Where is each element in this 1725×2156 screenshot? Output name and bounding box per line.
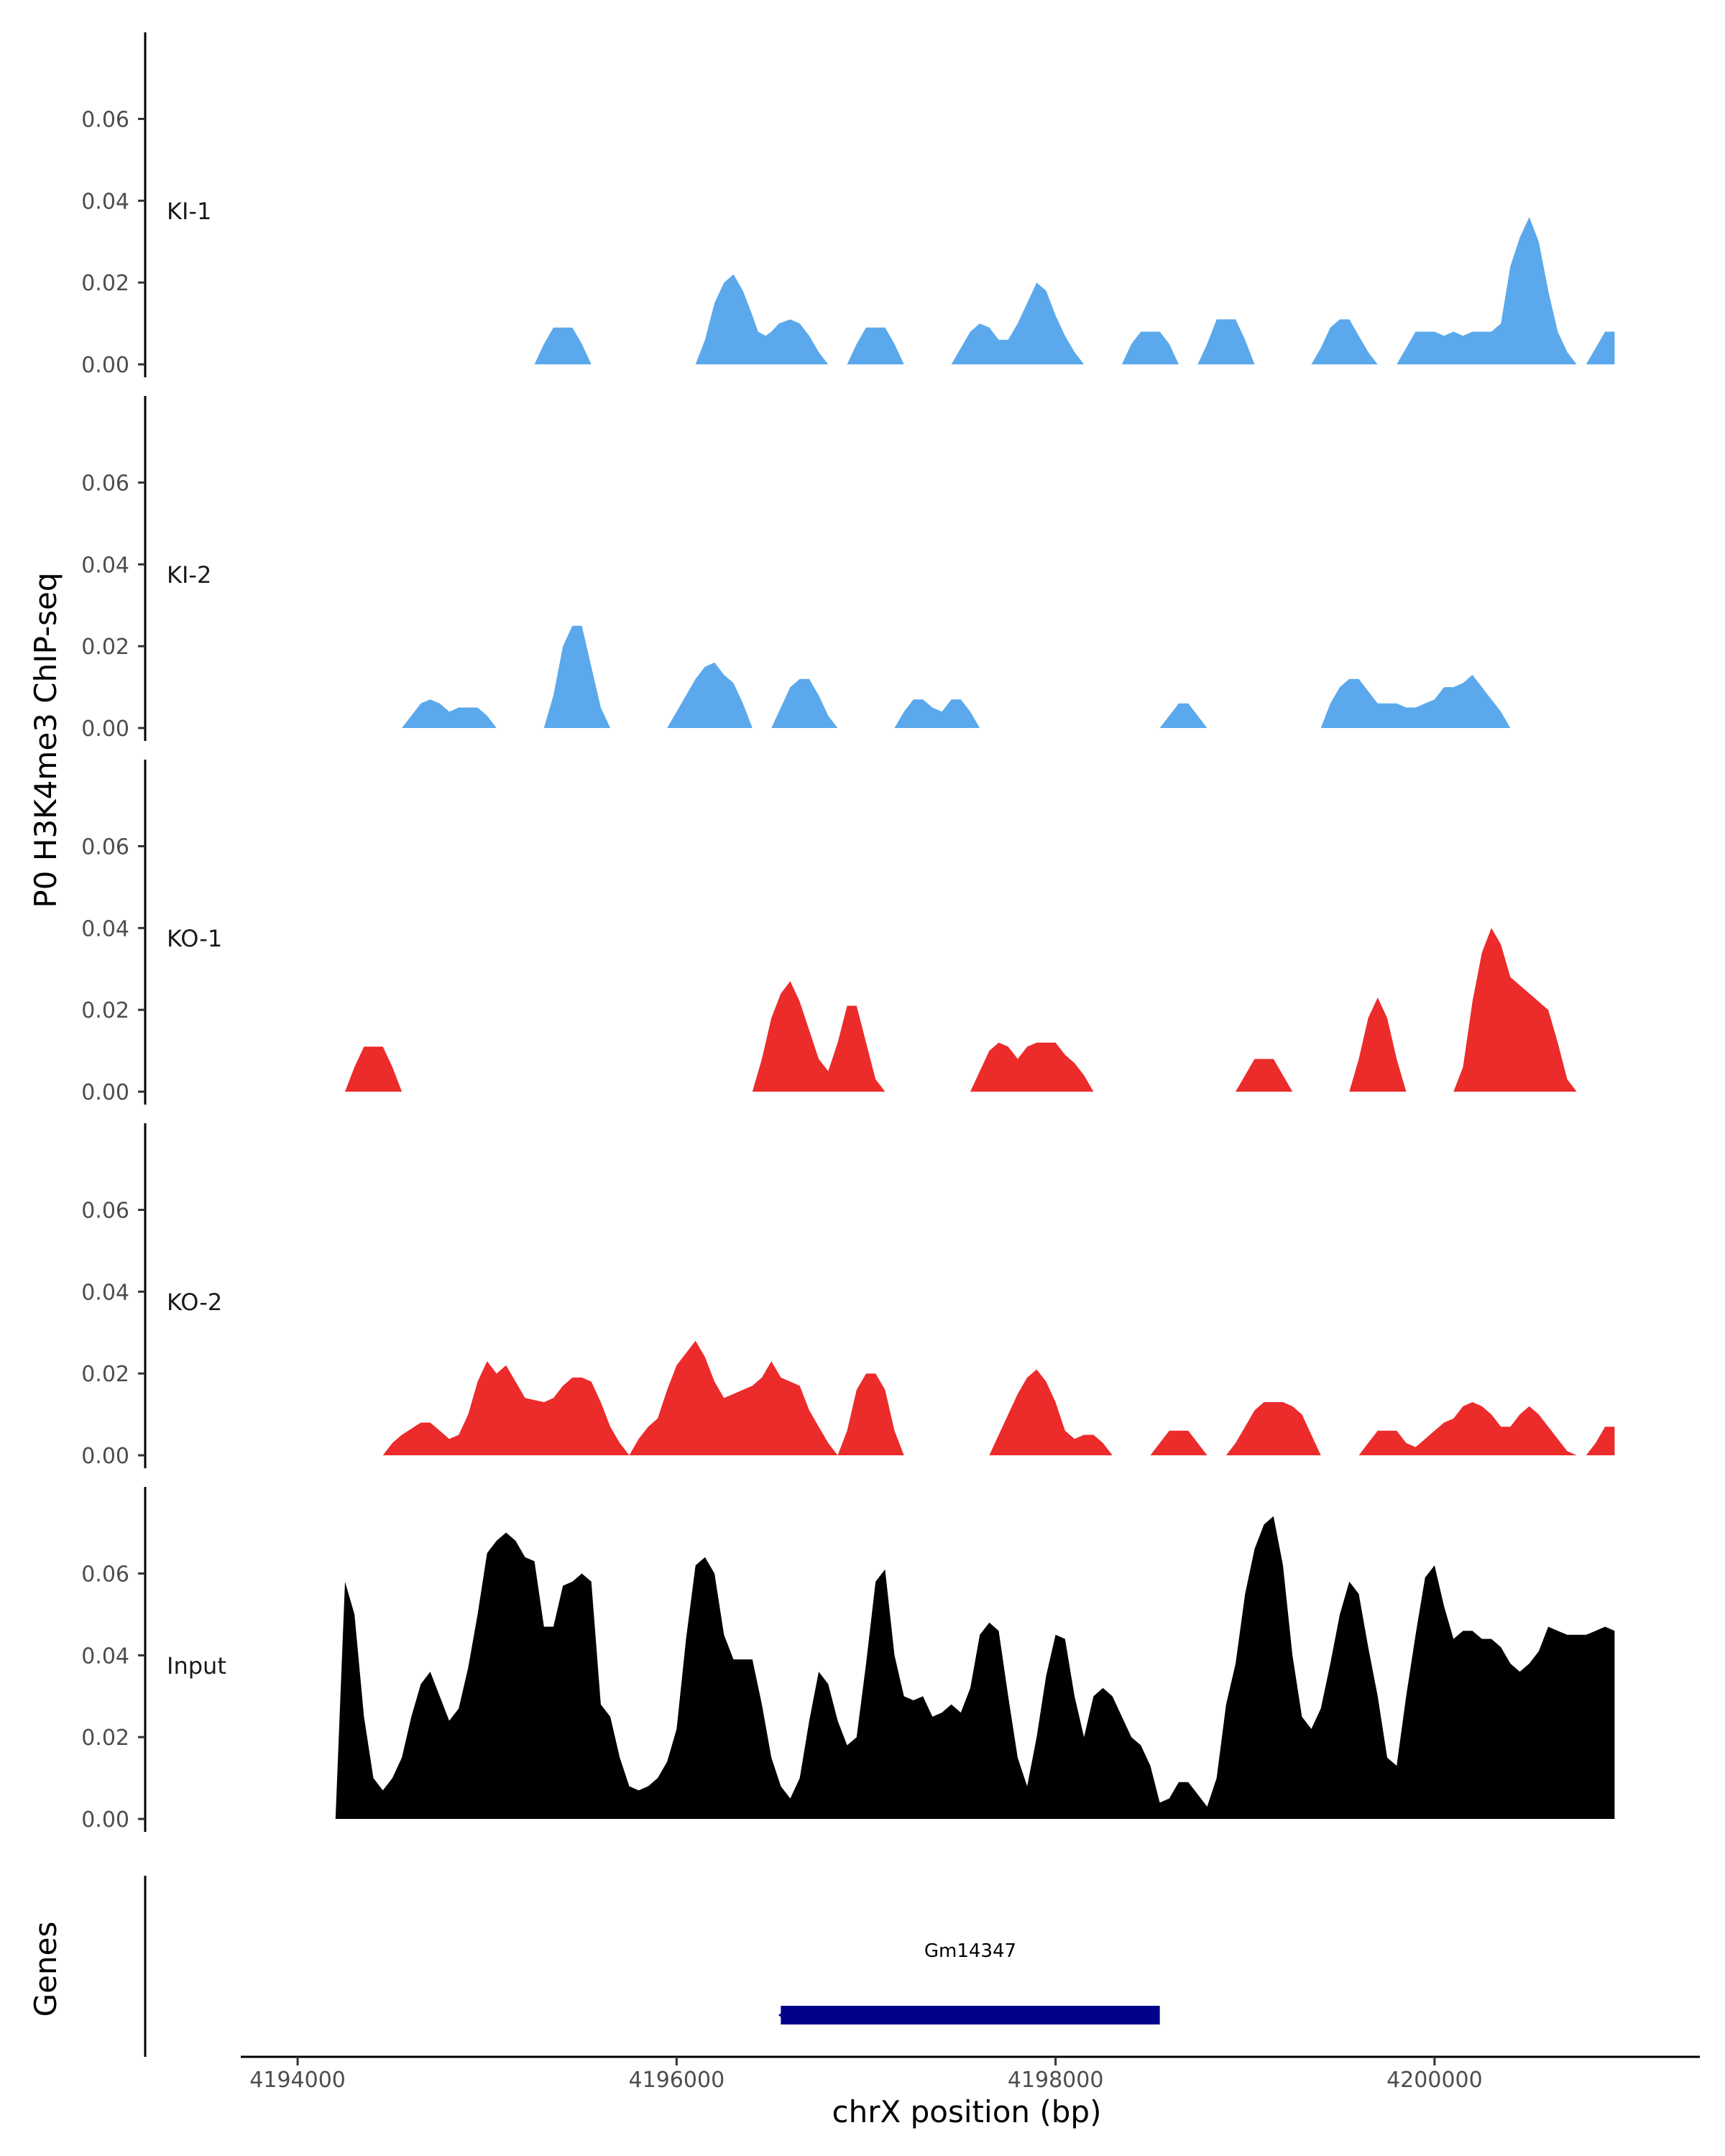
track-label: KO-2 (167, 1289, 222, 1316)
track-ko-2: 0.00 0.02 0.04 0.06 KO-2 (81, 1123, 1615, 1469)
coverage-area (1159, 703, 1208, 728)
coverage-area (771, 678, 838, 728)
coverage-area (989, 1369, 1113, 1455)
coverage-area (894, 699, 980, 728)
y-tick-label: 0.06 (81, 1198, 129, 1223)
x-tick-label: 4196000 (629, 2068, 725, 2093)
y-tick-label: 0.04 (81, 1644, 129, 1669)
y-tick-label: 0.06 (81, 107, 129, 132)
y-tick-label: 0.06 (81, 471, 129, 496)
tracks-layer: 0.00 0.02 0.04 0.06 KI-1 0.00 0.02 0.04 0.06 KI-2… (81, 32, 1615, 1833)
coverage-area (667, 662, 753, 728)
y-tick-label: 0.04 (81, 916, 129, 941)
track-ki-2: 0.00 0.02 0.04 0.06 KI-2 (81, 396, 1511, 742)
y-tick-label: 0.00 (81, 1080, 129, 1105)
y-tick-label: 0.02 (81, 635, 129, 660)
coverage-area (534, 327, 592, 364)
y-tick-label: 0.00 (81, 717, 129, 742)
coverage-area (1150, 1430, 1208, 1455)
x-axis-title: chrX position (bp) (832, 2094, 1102, 2129)
x-tick-label: 4194000 (249, 2068, 346, 2093)
track-ko-1: 0.00 0.02 0.04 0.06 KO-1 (81, 760, 1577, 1105)
y-tick-label: 0.04 (81, 1280, 129, 1305)
track-input: 0.00 0.02 0.04 0.06 Input (81, 1487, 1615, 1833)
coverage-area (1225, 1402, 1321, 1455)
y-tick-label: 0.02 (81, 1726, 129, 1751)
coverage-area (951, 282, 1085, 364)
coverage-area (1453, 928, 1577, 1092)
track-label: KO-1 (167, 925, 222, 952)
coverage-area (1586, 1427, 1615, 1455)
y-tick-label: 0.02 (81, 998, 129, 1023)
coverage-area (543, 625, 611, 728)
coverage-area (335, 1516, 1615, 1819)
coverage-area (345, 1046, 402, 1092)
genes-panel: Gm14347 (144, 1876, 1160, 2057)
gene-body (781, 2006, 1160, 2024)
coverage-area (695, 274, 829, 364)
coverage-area (1397, 217, 1577, 364)
y-tick-label: 0.04 (81, 553, 129, 578)
x-tick-label: 4200000 (1386, 2068, 1483, 2093)
coverage-area (1320, 675, 1511, 728)
coverage-area (970, 1042, 1094, 1092)
x-tick-label: 4198000 (1008, 2068, 1104, 2093)
y-tick-label: 0.06 (81, 1562, 129, 1587)
coverage-area (1311, 319, 1378, 364)
y-tick-label: 0.00 (81, 353, 129, 378)
track-label: KI-2 (167, 561, 211, 589)
track-ki-1: 0.00 0.02 0.04 0.06 KI-1 (81, 32, 1615, 378)
coverage-area (382, 1340, 904, 1455)
track-label: Input (167, 1652, 226, 1680)
coverage-area (752, 981, 886, 1092)
coverage-area (1197, 319, 1255, 364)
track-label: KI-1 (167, 198, 211, 225)
strand-arrow (778, 2008, 791, 2022)
coverage-area (1121, 331, 1179, 364)
y-tick-label: 0.02 (81, 1362, 129, 1387)
y-tick-label: 0.04 (81, 189, 129, 214)
y-tick-label: 0.00 (81, 1444, 129, 1469)
y-tick-label: 0.06 (81, 834, 129, 860)
y-axis-title: P0 H3K4me3 ChIP-seq (28, 572, 63, 908)
coverage-area (1236, 1059, 1293, 1092)
coverage-area (1358, 1402, 1577, 1455)
y-tick-label: 0.02 (81, 271, 129, 296)
gene-label: Gm14347 (924, 1940, 1016, 1962)
genes-axis-title: Genes (28, 1922, 63, 2017)
y-tick-label: 0.00 (81, 1807, 129, 1833)
x-axis: 4194000 4196000 4198000 4200000 (241, 2055, 1700, 2093)
coverage-area (1586, 331, 1615, 364)
coverage-area (847, 327, 904, 364)
coverage-area (1349, 998, 1407, 1092)
coverage-area (402, 699, 497, 728)
